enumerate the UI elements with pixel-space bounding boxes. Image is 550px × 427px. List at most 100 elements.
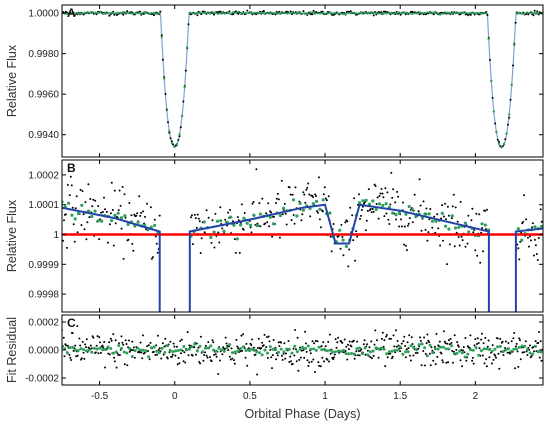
panel-c-binned-residual <box>176 349 180 352</box>
panel-c-residual-point <box>462 346 465 349</box>
panel-c-residual-point <box>298 358 301 361</box>
panel-b-data-point <box>112 244 115 247</box>
panel-c-residual-point <box>484 336 487 339</box>
panel-b-data-point <box>91 205 94 208</box>
panel-b-data-point <box>529 235 531 238</box>
panel-b-binned-point <box>344 244 348 248</box>
panel-b-data-point <box>318 176 320 179</box>
panel-c-residual-point <box>104 366 106 369</box>
panel-b-data-point <box>436 213 439 216</box>
panel-c-residual-point <box>494 354 497 357</box>
panel-a-binned-point <box>119 11 123 15</box>
panel-c-residual-point <box>370 340 373 343</box>
panel-b-data-point <box>284 212 287 215</box>
panel-a-binned-point <box>329 11 332 14</box>
panel-c-binned-residual <box>195 349 199 353</box>
panel-c-binned-residual <box>152 345 156 349</box>
panel-b-data-point <box>105 210 108 213</box>
panel-b-binned-point <box>384 202 388 206</box>
panel-c-binned-residual <box>114 350 118 354</box>
panel-b-data-point <box>207 216 210 219</box>
panel-c-residual-point <box>180 338 183 341</box>
panel-b-data-point <box>142 210 145 213</box>
panel-c-binned-residual <box>65 351 69 355</box>
panel-c-residual-point <box>211 339 214 342</box>
panel-a-binned-point <box>127 11 130 15</box>
panel-c-residual-point <box>147 350 149 352</box>
panel-c-residual-point <box>371 357 373 360</box>
panel-b-data-point <box>340 223 343 226</box>
panel-b-data-point <box>281 213 284 216</box>
panel-b-data-point <box>455 231 458 234</box>
panel-a-binned-point <box>515 12 518 15</box>
panel-b-data-point <box>311 194 314 197</box>
panel-c-binned-residual <box>396 348 399 352</box>
panel-2-ytick-label: 1 <box>53 230 59 241</box>
panel-c-residual-point <box>300 349 303 352</box>
panel-b-binned-point <box>444 224 448 228</box>
panel-c-binned-residual <box>452 352 456 356</box>
panel-b-data-point <box>240 203 243 206</box>
panel-a-binned-point <box>359 11 363 15</box>
panel-b-data-point <box>75 195 78 198</box>
panel-b-binned-point <box>301 208 305 212</box>
panel-a-binned-point <box>400 12 404 15</box>
panel-c-binned-residual <box>287 347 291 351</box>
panel-a-binned-point <box>157 12 161 15</box>
panel-c-residual-point <box>519 339 521 342</box>
panel-c-residual-point <box>206 356 209 359</box>
panel-b-data-point <box>372 210 375 213</box>
panel-c-binned-residual <box>387 350 391 354</box>
panel-c-binned-residual <box>425 354 429 358</box>
panel-b-data-point <box>268 225 271 228</box>
panel-c-residual-point <box>130 348 133 351</box>
panel-a-binned-point <box>306 12 309 15</box>
panel-b-binned-point <box>397 211 401 215</box>
panel-c-binned-residual <box>160 346 164 350</box>
panel-a-binned-point <box>505 132 508 135</box>
panel-c-residual-point <box>357 354 359 357</box>
panel-a-data-point <box>219 10 222 13</box>
panel-c-residual-point <box>497 352 500 355</box>
panel-c-residual-point <box>515 342 518 345</box>
panel-b-data-point <box>285 223 288 226</box>
panel-c-residual-point <box>424 353 427 355</box>
panel-a-binned-point <box>211 11 214 14</box>
panel-c-residual-point <box>293 354 296 357</box>
panel-c-binned-residual <box>249 347 253 351</box>
panel-a-data-point <box>432 13 435 16</box>
panel-c-residual-point <box>416 352 419 354</box>
panel-a-data-point <box>232 13 235 16</box>
panel-c-binned-residual <box>274 348 278 351</box>
panel-1-ytick-label: 0.9960 <box>28 90 59 101</box>
panel-c-binned-residual <box>493 347 497 351</box>
panel-b-data-point <box>280 179 283 182</box>
panel-b-binned-point <box>202 220 206 224</box>
panel-b-data-point <box>264 222 267 225</box>
panel-c-residual-point <box>428 341 431 344</box>
panel-b-data-point <box>88 216 91 219</box>
panel-c-residual-point <box>481 332 483 335</box>
panel-c-residual-point <box>291 362 294 365</box>
panel-c-residual-point <box>85 338 88 341</box>
panel-c-residual-point <box>435 332 438 335</box>
panel-b-data-point <box>198 220 201 223</box>
panel-b-data-point <box>407 222 410 225</box>
panel-a-binned-point <box>408 12 411 15</box>
panel-c-binned-residual <box>423 346 427 350</box>
panel-a-binned-point <box>88 11 92 14</box>
panel-b-data-point <box>454 206 457 209</box>
panel-a-binned-point <box>257 12 260 15</box>
panel-c-residual-point <box>149 341 152 344</box>
panel-c-residual-point <box>309 352 312 355</box>
panel-b-data-point <box>97 205 100 207</box>
panel-b-data-point <box>255 168 258 171</box>
panel-b-binned-point <box>80 203 84 207</box>
panel-b-binned-point <box>136 220 140 224</box>
panel-c-binned-residual <box>409 344 413 348</box>
panel-c-residual-point <box>318 364 321 367</box>
panel-c-residual-point <box>310 360 313 363</box>
panel-a-binned-point <box>318 12 322 15</box>
panel-c-residual-point <box>75 355 78 358</box>
panel-b-data-point <box>353 197 356 200</box>
